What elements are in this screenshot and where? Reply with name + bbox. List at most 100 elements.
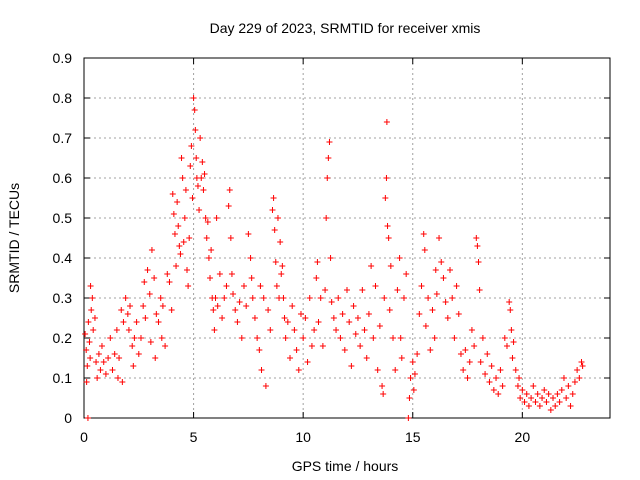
data-point xyxy=(438,259,445,265)
data-point xyxy=(477,359,484,365)
data-point xyxy=(227,235,234,241)
data-point xyxy=(400,295,407,301)
data-point xyxy=(254,335,261,341)
data-point xyxy=(179,175,186,181)
data-point xyxy=(148,247,155,253)
data-point xyxy=(267,327,274,333)
data-point xyxy=(171,231,178,237)
data-point xyxy=(558,387,565,393)
data-point xyxy=(297,311,304,317)
data-point xyxy=(493,375,500,381)
data-point xyxy=(337,335,344,341)
data-point xyxy=(339,311,346,317)
data-point xyxy=(180,239,187,245)
data-point xyxy=(162,343,169,349)
data-point xyxy=(248,275,255,281)
data-point xyxy=(208,247,215,253)
data-point xyxy=(109,367,116,373)
data-point xyxy=(379,383,386,389)
data-point xyxy=(385,235,392,241)
data-point xyxy=(326,139,333,145)
data-point xyxy=(83,347,90,353)
x-tick-label: 10 xyxy=(295,429,311,445)
data-point xyxy=(516,375,523,381)
data-point xyxy=(107,335,114,341)
data-point xyxy=(386,307,393,313)
data-point xyxy=(175,223,182,229)
data-point xyxy=(155,319,162,325)
data-point xyxy=(486,379,493,385)
data-point xyxy=(420,231,427,237)
data-point xyxy=(539,395,546,401)
data-point xyxy=(127,303,134,309)
data-point xyxy=(425,295,432,301)
data-point xyxy=(495,391,502,397)
data-point xyxy=(462,347,469,353)
grid-lines xyxy=(84,58,610,418)
data-point xyxy=(282,335,289,341)
data-point xyxy=(240,283,247,289)
data-point xyxy=(304,359,311,365)
data-point xyxy=(270,195,277,201)
data-point xyxy=(328,299,335,305)
data-point xyxy=(468,327,475,333)
data-point xyxy=(236,299,243,305)
data-point xyxy=(120,319,127,325)
y-tick-labels: 0 0.1 0.2 0.3 0.4 0.5 0.6 0.7 0.8 0.9 xyxy=(53,50,73,426)
data-point xyxy=(249,295,256,301)
data-point xyxy=(295,367,302,373)
data-points xyxy=(82,95,586,421)
data-point xyxy=(85,319,92,325)
data-point xyxy=(409,359,416,365)
data-point xyxy=(302,315,309,321)
data-point xyxy=(170,211,177,217)
data-point xyxy=(166,279,173,285)
data-point xyxy=(245,231,252,237)
x-axis-label: GPS time / hours xyxy=(292,458,399,474)
data-point xyxy=(243,303,250,309)
data-point xyxy=(129,343,136,349)
data-point xyxy=(207,275,214,281)
data-point xyxy=(311,327,318,333)
data-point xyxy=(88,307,95,313)
data-point xyxy=(354,315,361,321)
data-point xyxy=(464,375,471,381)
data-point xyxy=(89,295,96,301)
data-point xyxy=(113,327,120,333)
data-point xyxy=(534,391,541,397)
data-point xyxy=(576,375,583,381)
data-point xyxy=(260,295,267,301)
data-point xyxy=(449,295,456,301)
data-point xyxy=(327,255,334,261)
data-point xyxy=(543,399,550,405)
data-point xyxy=(323,215,330,221)
data-point xyxy=(204,219,211,225)
data-point xyxy=(431,335,438,341)
data-point xyxy=(306,295,313,301)
data-point xyxy=(447,267,454,273)
data-point xyxy=(130,363,137,369)
data-point xyxy=(279,263,286,269)
data-point xyxy=(247,255,254,261)
data-point xyxy=(383,119,390,125)
data-point xyxy=(433,291,440,297)
data-point xyxy=(257,283,264,289)
data-point xyxy=(238,335,245,341)
x-tick-label: 0 xyxy=(80,429,88,445)
data-point xyxy=(506,299,513,305)
data-point xyxy=(314,259,321,265)
data-point xyxy=(567,403,574,409)
data-point xyxy=(368,263,375,269)
data-point xyxy=(100,359,107,365)
data-point xyxy=(374,367,381,373)
data-point xyxy=(315,319,322,325)
data-point xyxy=(256,347,263,353)
data-point xyxy=(289,303,296,309)
data-point xyxy=(560,375,567,381)
data-point xyxy=(556,399,563,405)
data-point xyxy=(444,315,451,321)
data-point xyxy=(226,187,233,193)
data-point xyxy=(324,175,331,181)
data-point xyxy=(398,355,405,361)
data-point xyxy=(84,415,91,421)
